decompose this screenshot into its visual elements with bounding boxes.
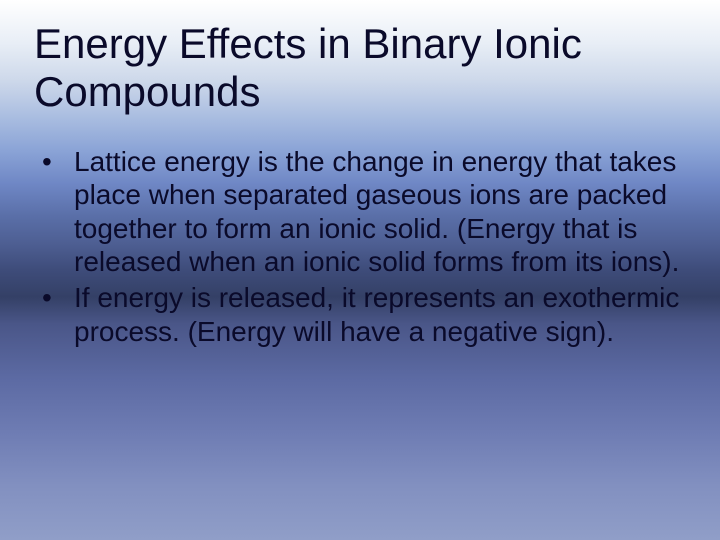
bullet-list: Lattice energy is the change in energy t… (34, 145, 686, 349)
bullet-item: Lattice energy is the change in energy t… (42, 145, 686, 279)
bullet-item: If energy is released, it represents an … (42, 281, 686, 348)
slide-container: Energy Effects in Binary Ionic Compounds… (0, 0, 720, 540)
slide-title: Energy Effects in Binary Ionic Compounds (34, 20, 686, 117)
